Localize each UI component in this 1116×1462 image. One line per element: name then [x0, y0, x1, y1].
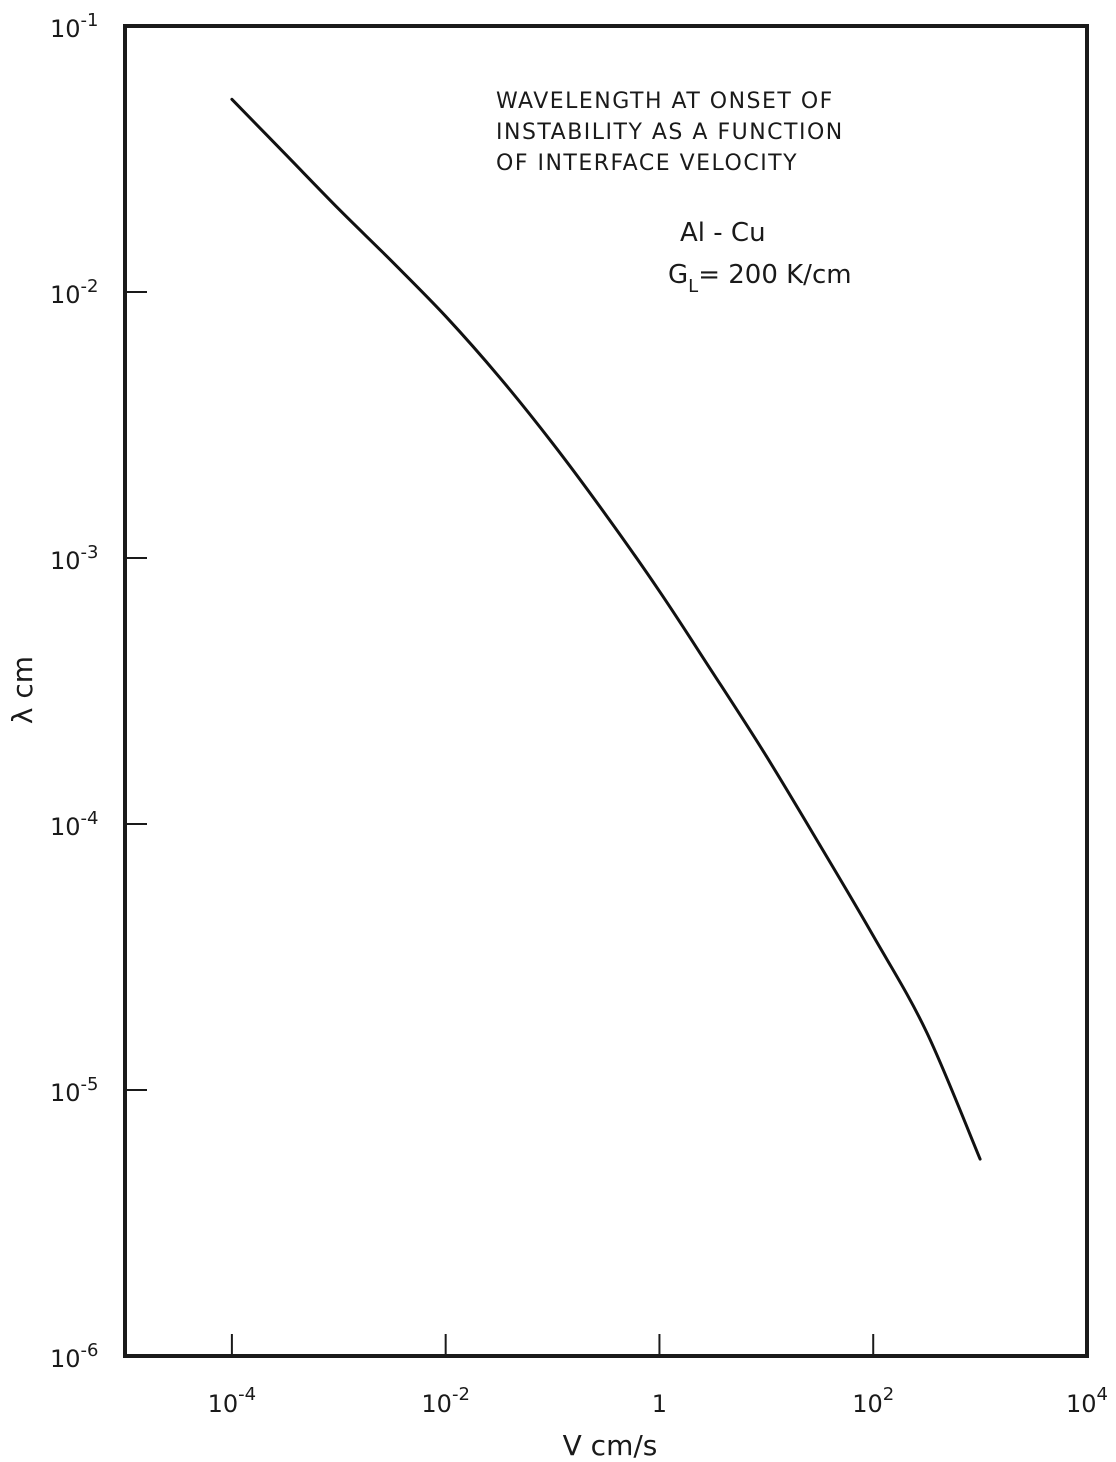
gradient-label: GL= 200 K/cm — [668, 260, 852, 297]
x-tick-exponent: 2 — [883, 1384, 894, 1405]
y-tick-base: 10 — [50, 1345, 81, 1373]
y-tick-base: 10 — [50, 813, 81, 841]
x-tick-exponent: 4 — [1097, 1384, 1108, 1405]
annotation-line-3: OF INTERFACE VELOCITY — [496, 151, 798, 176]
plot-frame — [123, 24, 1089, 1358]
y-tick-exponent: -5 — [81, 1074, 99, 1095]
y-tick-label: 10-2 — [50, 276, 99, 309]
gradient-subscript: L — [688, 276, 698, 297]
x-tick-base: 10 — [852, 1390, 883, 1418]
x-tick-base: 10 — [1066, 1390, 1097, 1418]
y-tick-exponent: -6 — [81, 1340, 99, 1361]
y-tick-label: 10-4 — [50, 808, 99, 841]
x-axis: 10-4 10-2 1 102 104 — [208, 1334, 1108, 1418]
x-tick-label: 1 — [652, 1390, 667, 1418]
x-axis-label: V cm/s — [563, 1429, 658, 1462]
x-tick-label: 10-2 — [421, 1384, 470, 1418]
gradient-value: = 200 K/cm — [698, 260, 851, 290]
y-tick-label: 10-6 — [50, 1340, 99, 1373]
annotation-line-2: INSTABILITY AS A FUNCTION — [496, 120, 844, 145]
alloy-label: Al - Cu — [680, 218, 766, 248]
y-axis-label: λ cm — [6, 656, 39, 724]
y-tick-exponent: -3 — [81, 542, 99, 563]
y-tick-label: 10-1 — [50, 10, 99, 43]
y-tick-base: 10 — [50, 547, 81, 575]
y-tick-exponent: -4 — [81, 808, 99, 829]
x-tick-label: 10-4 — [208, 1384, 257, 1418]
series-line — [230, 97, 982, 1161]
x-tick-label: 102 — [852, 1384, 894, 1418]
y-tick-base: 10 — [50, 15, 81, 43]
y-axis: 10-110-210-310-410-510-6 — [50, 10, 147, 1373]
x-tick-base: 10 — [421, 1390, 452, 1418]
gradient-symbol: G — [668, 260, 688, 290]
y-tick-exponent: -2 — [81, 276, 99, 297]
y-tick-base: 10 — [50, 1079, 81, 1107]
annotation-line-1: WAVELENGTH AT ONSET OF — [496, 89, 834, 114]
y-tick-base: 10 — [50, 281, 81, 309]
x-tick-base: 1 — [652, 1390, 667, 1418]
x-tick-label: 104 — [1066, 1384, 1108, 1418]
y-tick-label: 10-5 — [50, 1074, 99, 1107]
x-tick-base: 10 — [208, 1390, 239, 1418]
y-tick-label: 10-3 — [50, 542, 99, 575]
x-tick-exponent: -2 — [452, 1384, 470, 1405]
series-layer — [230, 97, 982, 1161]
x-tick-exponent: -4 — [238, 1384, 256, 1405]
y-tick-exponent: -1 — [81, 10, 99, 31]
annotation: WAVELENGTH AT ONSET OF INSTABILITY AS A … — [496, 89, 852, 297]
